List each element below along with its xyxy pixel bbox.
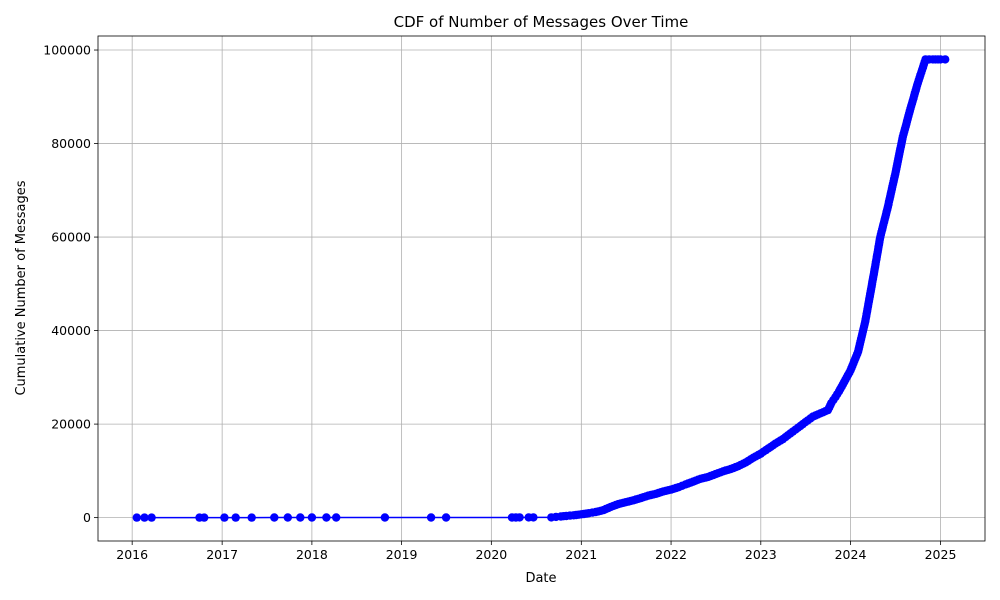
x-tick-label: 2023: [745, 547, 777, 562]
data-point: [140, 513, 149, 522]
x-tick-label: 2021: [565, 547, 597, 562]
data-point: [247, 513, 256, 522]
data-point: [332, 513, 341, 522]
data-point: [296, 513, 305, 522]
x-tick-label: 2022: [655, 547, 687, 562]
chart-title: CDF of Number of Messages Over Time: [394, 13, 689, 31]
grid: [98, 36, 985, 541]
x-tick-label: 2019: [386, 547, 418, 562]
x-axis-ticks: 2016 2017 2018 2019 2020 2021 2022 2023 2024 2025: [116, 541, 956, 562]
y-tick-label: 60000: [51, 230, 91, 245]
data-point: [307, 513, 317, 522]
y-tick-label: 80000: [51, 136, 91, 151]
data-point: [426, 513, 436, 522]
data-point: [941, 55, 950, 64]
x-tick-label: 2017: [206, 547, 238, 562]
data-point: [529, 513, 538, 522]
x-tick-label: 2016: [116, 547, 148, 562]
plot-frame: [97, 35, 986, 542]
y-tick-label: 100000: [43, 43, 91, 58]
series-layer: [132, 55, 950, 522]
y-axis-label: Cumulative Number of Messages: [14, 180, 29, 395]
data-point: [322, 513, 331, 522]
y-tick-label: 20000: [51, 417, 91, 432]
data-point: [270, 513, 279, 522]
x-tick-label: 2020: [475, 547, 507, 562]
data-point: [200, 513, 209, 522]
y-tick-label: 40000: [51, 323, 91, 338]
y-tick-label: 0: [83, 510, 91, 525]
data-point: [441, 513, 451, 522]
data-point: [220, 513, 229, 522]
y-axis-ticks: 0 20000 40000 60000 80000 100000: [43, 43, 98, 525]
x-tick-label: 2018: [296, 547, 328, 562]
x-axis-label: Date: [525, 571, 556, 586]
data-point: [283, 513, 292, 522]
data-point: [515, 513, 524, 522]
data-point: [231, 513, 240, 522]
x-tick-label: 2025: [925, 547, 957, 562]
data-point: [147, 513, 156, 522]
series-line: [136, 58, 946, 519]
data-point: [132, 513, 141, 522]
data-point: [380, 513, 390, 522]
x-tick-label: 2024: [835, 547, 867, 562]
